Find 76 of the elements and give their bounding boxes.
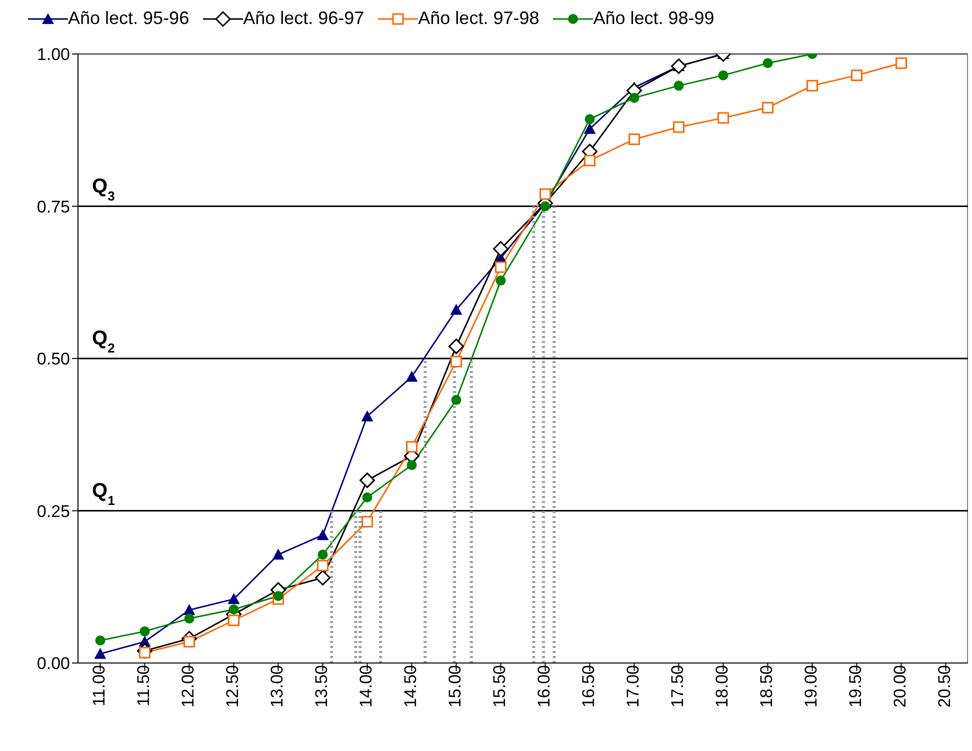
x-tick-label: 19.00 <box>801 665 820 708</box>
x-tick-label: 16.00 <box>534 665 554 708</box>
legend-label: Año lect. 96-97 <box>243 8 364 29</box>
x-tick-label: 12.50 <box>222 665 242 708</box>
point <box>851 70 862 82</box>
point <box>272 548 284 560</box>
x-tick-label: 17.00 <box>623 665 642 708</box>
point <box>450 304 462 315</box>
point <box>448 338 464 354</box>
point <box>718 70 728 80</box>
legend-label: Año lect. 97-98 <box>418 8 540 29</box>
x-tick-label: 14.00 <box>356 665 376 708</box>
point <box>762 58 773 68</box>
x-tick-label: 20.00 <box>890 665 910 708</box>
x-tick-label: 13.50 <box>312 665 331 708</box>
point <box>762 102 774 114</box>
point <box>140 626 150 636</box>
x-tick-label: 11.00 <box>89 665 108 706</box>
x-tick-label: 13.00 <box>267 665 286 708</box>
point <box>184 614 194 624</box>
point <box>806 80 818 92</box>
point <box>496 276 506 286</box>
point <box>184 636 195 648</box>
point <box>94 648 106 659</box>
point <box>228 614 240 626</box>
point <box>316 529 329 540</box>
point <box>584 114 595 124</box>
point <box>360 472 375 488</box>
point <box>674 80 684 91</box>
ref-line-label: Q$_{1}$ <box>92 480 115 508</box>
x-tick-label: 12.00 <box>178 665 198 708</box>
point <box>228 604 239 614</box>
y-tick-label: 1.00 <box>36 45 70 64</box>
x-tick-label: 19.50 <box>846 665 865 708</box>
ref-line-label: Q$_{3}$ <box>92 175 115 203</box>
point <box>584 154 596 166</box>
point <box>671 58 686 74</box>
point <box>406 460 417 470</box>
x-tick-label: 17.50 <box>668 665 687 708</box>
point <box>451 394 462 405</box>
point <box>495 261 506 273</box>
point <box>318 550 328 560</box>
y-tick-label: 0.25 <box>36 502 70 521</box>
point <box>673 121 684 133</box>
point <box>406 441 418 453</box>
y-tick-label: 0.00 <box>36 654 70 674</box>
point <box>629 92 640 103</box>
point <box>228 593 240 604</box>
x-tick-label: 18.00 <box>712 665 732 708</box>
point <box>450 356 462 368</box>
legend-label: Año lect. 95-96 <box>68 8 190 29</box>
x-tick-label: 20.50 <box>934 665 954 708</box>
point <box>493 241 508 257</box>
point <box>362 492 372 502</box>
point <box>584 122 596 134</box>
point <box>540 188 551 200</box>
x-tick-label: 14.50 <box>400 665 420 708</box>
x-tick-label: 15.50 <box>490 665 509 708</box>
point <box>273 591 284 602</box>
point <box>315 570 330 586</box>
point <box>362 516 373 528</box>
point <box>718 112 729 124</box>
y-tick-label: 0.50 <box>36 350 70 369</box>
ref-line-label: Q$_{2}$ <box>92 328 115 355</box>
x-tick-label: 18.50 <box>756 665 776 708</box>
legend-label: Año lect. 98-99 <box>593 8 714 29</box>
point <box>896 57 907 69</box>
x-tick-label: 11.50 <box>134 665 153 706</box>
point <box>406 370 418 382</box>
point <box>317 560 328 572</box>
point <box>628 134 640 146</box>
point <box>95 635 106 646</box>
point <box>361 410 374 422</box>
x-tick-label: 15.00 <box>445 665 464 708</box>
x-tick-label: 16.50 <box>578 665 598 708</box>
y-tick-label: 0.75 <box>36 197 70 216</box>
